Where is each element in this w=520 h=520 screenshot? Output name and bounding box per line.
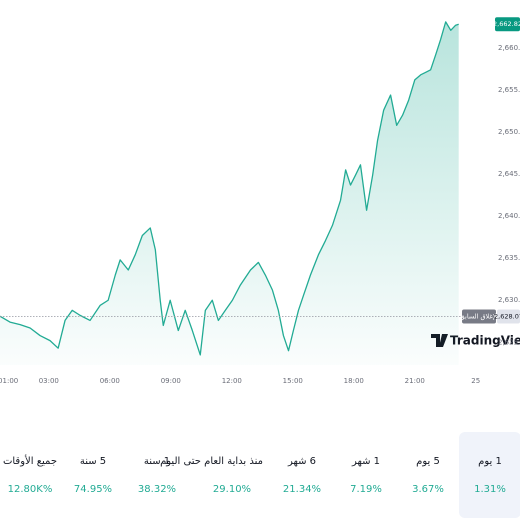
period-tab[interactable]: 1 شهر 7.19% — [335, 432, 397, 518]
previous-close-name-box — [462, 309, 496, 324]
previous-close-name: الإغلاق السابق — [460, 312, 499, 320]
previous-close-box — [497, 309, 520, 324]
x-tick-label: 01:00 — [0, 377, 18, 385]
period-change: 1.31% — [474, 484, 506, 495]
y-tick-label: 2,660.00 — [498, 44, 520, 52]
period-label: 6 شهر — [287, 456, 317, 467]
period-label: جميع الأوقات — [2, 456, 58, 467]
period-change: 7.19% — [350, 484, 382, 495]
logo-text: TradingView — [450, 334, 520, 348]
period-change: 74.95% — [73, 484, 113, 495]
period-tab[interactable]: 5 سنة 74.95% — [62, 432, 124, 518]
y-tick-label: 2,630.00 — [498, 296, 520, 304]
period-label: 5 سنة — [79, 456, 107, 467]
area-fill — [0, 21, 459, 366]
period-change: 29.10% — [212, 484, 252, 495]
x-tick-label: 25 — [471, 377, 480, 385]
chart: TradingView 2,625.00 2,630.00 2,635.00 2,64… — [0, 17, 520, 385]
x-tick-label: 03:00 — [39, 377, 59, 385]
period-change: 12.80K% — [7, 484, 53, 495]
period-tab[interactable]: 1 سنة 38.32% — [126, 432, 188, 518]
period-tab[interactable]: جميع الأوقات 12.80K% — [0, 432, 61, 518]
period-tab[interactable]: منذ بداية العام حتى اليوم 29.10% — [160, 432, 263, 518]
y-tick-label: 2,650.00 — [498, 128, 520, 136]
period-change: 38.32% — [137, 484, 177, 495]
x-tick-label: 15:00 — [283, 377, 303, 385]
period-change: 3.67% — [412, 484, 444, 495]
period-tab[interactable]: 6 شهر 21.34% — [271, 432, 333, 518]
period-label: منذ بداية العام حتى اليوم — [160, 456, 263, 467]
y-tick-label: 2,635.00 — [498, 254, 520, 262]
x-tick-label: 21:00 — [405, 377, 425, 385]
x-tick-label: 12:00 — [222, 377, 242, 385]
last-price-box — [495, 17, 520, 32]
y-tick-label: 2,655.00 — [498, 86, 520, 94]
x-tick-label: 09:00 — [161, 377, 181, 385]
price-line — [0, 21, 459, 356]
period-label: 1 سنة — [143, 456, 171, 467]
last-price-label: 2,662.82 — [493, 20, 520, 28]
period-label: 5 يوم — [416, 456, 440, 467]
period-tab[interactable]: 5 يوم 3.67% — [397, 432, 459, 518]
y-tick-label: 2,625.00 — [498, 338, 520, 346]
period-label: 1 يوم — [478, 456, 502, 467]
x-tick-label: 06:00 — [100, 377, 120, 385]
period-change: 21.34% — [282, 484, 322, 495]
period-label: 1 شهر — [351, 456, 381, 467]
previous-close-label: 2,628.07 — [494, 312, 520, 320]
x-tick-label: 18:00 — [344, 377, 364, 385]
period-tab[interactable]: 1 يوم 1.31% — [459, 432, 520, 518]
y-tick-label: 2,640.00 — [498, 212, 520, 220]
y-tick-label: 2,645.00 — [498, 170, 520, 178]
